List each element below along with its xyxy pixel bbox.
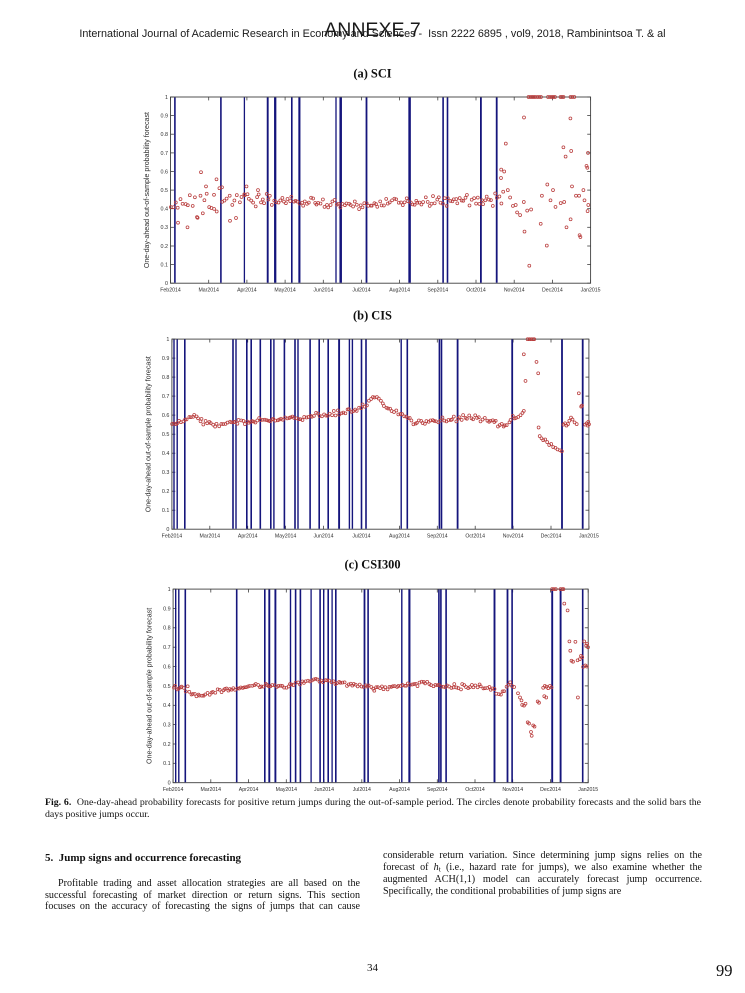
svg-text:0.4: 0.4 [163, 703, 171, 709]
svg-text:Dec2014: Dec2014 [541, 533, 562, 539]
svg-text:0.8: 0.8 [162, 375, 170, 381]
svg-text:(c) CSI300: (c) CSI300 [344, 558, 400, 572]
svg-text:Dec2014: Dec2014 [540, 787, 561, 793]
svg-text:Oct2014: Oct2014 [465, 787, 485, 793]
svg-text:Nov2014: Nov2014 [503, 533, 524, 539]
svg-text:Jun2014: Jun2014 [314, 787, 334, 793]
svg-text:0.8: 0.8 [161, 132, 169, 138]
svg-text:0.1: 0.1 [162, 508, 170, 514]
svg-text:0.6: 0.6 [161, 169, 169, 175]
svg-text:0.4: 0.4 [162, 451, 170, 457]
svg-text:0.5: 0.5 [162, 432, 170, 438]
svg-text:Mar2014: Mar2014 [201, 787, 222, 793]
svg-text:May2014: May2014 [276, 787, 297, 793]
svg-text:One-day-ahead out-of-sample pr: One-day-ahead out-of-sample probability … [143, 112, 151, 268]
svg-text:Apr2014: Apr2014 [239, 787, 259, 793]
svg-text:0.6: 0.6 [163, 664, 171, 670]
svg-text:0.2: 0.2 [161, 244, 169, 250]
svg-text:0.2: 0.2 [162, 489, 170, 495]
svg-text:0.3: 0.3 [162, 470, 170, 476]
svg-text:0.9: 0.9 [163, 606, 171, 612]
svg-text:Jan2015: Jan2015 [578, 787, 598, 793]
svg-text:Feb2014: Feb2014 [162, 533, 183, 539]
svg-text:1: 1 [165, 95, 168, 101]
svg-text:Oct2014: Oct2014 [466, 287, 486, 293]
svg-text:May2014: May2014 [274, 287, 295, 293]
svg-text:Dec2014: Dec2014 [542, 287, 563, 293]
svg-text:Jun2014: Jun2014 [314, 533, 334, 539]
svg-text:Sep2014: Sep2014 [427, 533, 448, 539]
svg-text:0.4: 0.4 [161, 207, 169, 213]
svg-text:0: 0 [166, 527, 169, 533]
svg-text:Apr2014: Apr2014 [238, 533, 258, 539]
svg-text:Jul2014: Jul2014 [353, 787, 371, 793]
svg-text:(b) CIS: (b) CIS [353, 308, 392, 322]
svg-text:0.5: 0.5 [163, 684, 171, 690]
svg-text:Aug2014: Aug2014 [389, 287, 410, 293]
svg-text:Sep2014: Sep2014 [427, 287, 448, 293]
svg-text:0.3: 0.3 [161, 225, 169, 231]
svg-text:Feb2014: Feb2014 [163, 787, 184, 793]
svg-text:Oct2014: Oct2014 [465, 533, 485, 539]
svg-text:0.8: 0.8 [163, 626, 171, 632]
svg-text:0.9: 0.9 [162, 356, 170, 362]
svg-text:Aug2014: Aug2014 [389, 533, 410, 539]
svg-text:Jan2015: Jan2015 [579, 533, 599, 539]
svg-text:One-day-ahead out-of-sample pr: One-day-ahead out-of-sample probability … [144, 356, 152, 512]
svg-text:1: 1 [168, 587, 171, 593]
svg-text:0.7: 0.7 [163, 645, 171, 651]
svg-text:0.6: 0.6 [162, 413, 170, 419]
svg-text:May2014: May2014 [275, 533, 296, 539]
svg-text:Mar2014: Mar2014 [200, 533, 221, 539]
svg-text:Sep2014: Sep2014 [427, 787, 448, 793]
svg-text:Mar2014: Mar2014 [198, 287, 219, 293]
svg-text:Jul2014: Jul2014 [352, 287, 370, 293]
svg-text:Jan2015: Jan2015 [581, 287, 601, 293]
svg-text:0.5: 0.5 [161, 188, 169, 194]
svg-text:Feb2014: Feb2014 [160, 287, 181, 293]
svg-text:Nov2014: Nov2014 [502, 787, 523, 793]
svg-text:0.9: 0.9 [161, 114, 169, 120]
svg-text:0.2: 0.2 [163, 742, 171, 748]
svg-text:(a) SCI: (a) SCI [353, 66, 391, 80]
svg-text:Jul2014: Jul2014 [352, 533, 370, 539]
svg-text:1: 1 [166, 337, 169, 343]
svg-text:Aug2014: Aug2014 [389, 787, 410, 793]
svg-text:0.7: 0.7 [161, 151, 169, 157]
svg-text:One-day-ahead out-of-sample pr: One-day-ahead out-of-sample probability … [146, 608, 154, 764]
svg-text:0.7: 0.7 [162, 394, 170, 400]
svg-text:Nov2014: Nov2014 [504, 287, 525, 293]
svg-text:0: 0 [165, 281, 168, 287]
svg-text:Jun2014: Jun2014 [313, 287, 333, 293]
svg-text:0.1: 0.1 [161, 263, 169, 269]
svg-text:Apr2014: Apr2014 [237, 287, 257, 293]
svg-text:0: 0 [168, 781, 171, 787]
svg-text:0.1: 0.1 [163, 761, 171, 767]
svg-text:0.3: 0.3 [163, 723, 171, 729]
